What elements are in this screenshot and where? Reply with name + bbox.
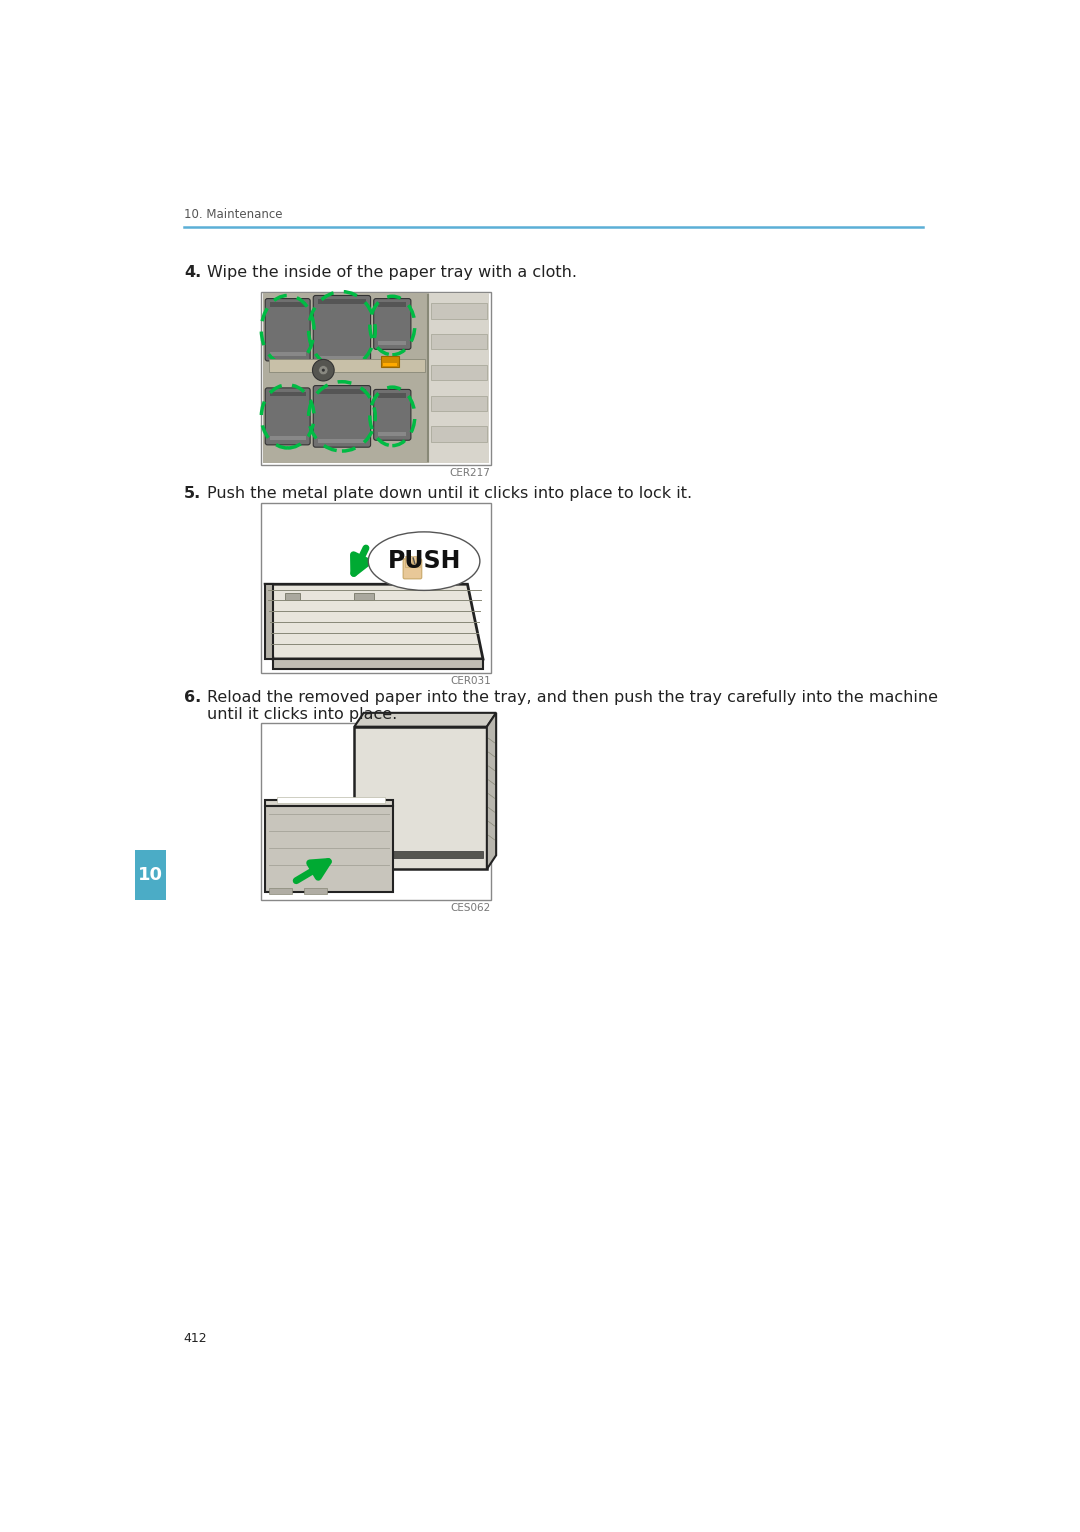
Bar [261,723,490,899]
Circle shape [319,366,328,375]
Polygon shape [266,806,393,892]
FancyBboxPatch shape [266,388,310,444]
Bar [431,334,487,349]
Bar [383,363,397,366]
Bar [270,392,306,397]
Text: CER217: CER217 [450,467,490,478]
Text: PUSH: PUSH [388,548,461,573]
Text: CER031: CER031 [450,676,490,686]
FancyBboxPatch shape [266,299,310,362]
Text: 10: 10 [138,866,163,884]
Text: 412: 412 [184,1331,207,1345]
Bar [269,358,424,372]
Text: Reload the removed paper into the tray, and then push the tray carefully into th: Reload the removed paper into the tray, … [207,691,939,706]
Text: Wipe the inside of the paper tray with a cloth.: Wipe the inside of the paper tray with a… [207,265,577,280]
FancyBboxPatch shape [313,296,370,365]
Bar [409,556,413,567]
Polygon shape [273,659,483,669]
Bar [431,303,487,319]
Bar [431,395,487,411]
Bar [318,299,366,303]
Text: 4.: 4. [184,265,201,280]
Circle shape [322,369,325,372]
Polygon shape [354,712,496,726]
Bar [354,593,374,599]
Text: until it clicks into place.: until it clicks into place. [207,708,397,723]
Bar [429,293,489,463]
FancyBboxPatch shape [374,389,410,440]
FancyBboxPatch shape [403,559,422,579]
Circle shape [312,360,334,381]
Polygon shape [487,712,496,869]
Bar [262,293,489,463]
Text: 10. Maintenance: 10. Maintenance [184,208,282,221]
Bar [378,302,406,306]
Bar [135,850,166,899]
Bar [284,593,300,599]
Bar [261,504,490,673]
Bar [431,426,487,441]
Bar [381,357,399,368]
Bar [354,726,487,869]
Bar [303,887,327,893]
Bar [318,389,366,394]
Bar [431,365,487,380]
Bar [378,342,406,345]
Bar [270,352,306,357]
Bar [318,438,366,443]
Bar [262,293,430,463]
Bar [276,797,386,803]
Polygon shape [266,584,273,659]
Bar [405,556,408,567]
Ellipse shape [368,532,480,590]
Text: 6.: 6. [184,691,201,706]
Polygon shape [266,584,483,659]
FancyBboxPatch shape [374,299,410,349]
Text: 5.: 5. [184,487,201,501]
Bar [378,432,406,435]
Bar [318,355,366,360]
Bar [414,556,416,567]
FancyBboxPatch shape [313,386,370,447]
Bar [270,437,306,440]
Text: CES062: CES062 [450,902,490,913]
Text: Push the metal plate down until it clicks into place to lock it.: Push the metal plate down until it click… [207,487,692,501]
Bar [378,394,406,398]
Bar [269,887,293,893]
Bar [359,852,483,858]
Bar [270,302,306,306]
Bar [261,291,490,464]
Bar [417,556,420,567]
Polygon shape [266,800,393,806]
